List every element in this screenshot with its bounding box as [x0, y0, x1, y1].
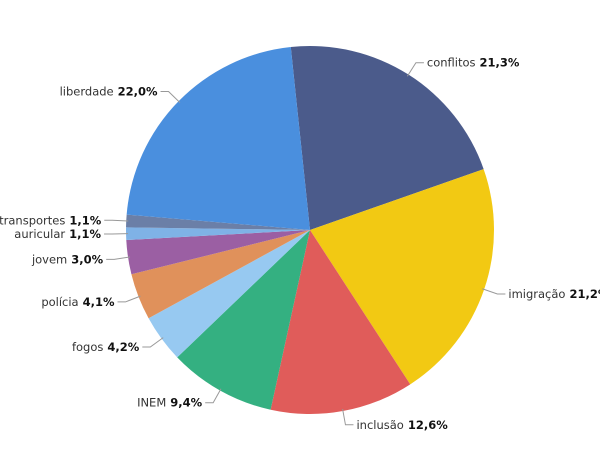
value-label: 9,4%	[170, 395, 202, 409]
leader-line	[106, 256, 131, 260]
slice-label: fogos 4,2%	[72, 340, 140, 354]
value-label: 4,1%	[83, 294, 115, 308]
slice-label: transportes 1,1%	[0, 213, 102, 227]
value-label: 12,6%	[408, 417, 448, 431]
value-label: 1,1%	[69, 213, 101, 227]
pie-slice	[126, 230, 310, 275]
value-label: 21,3%	[480, 55, 520, 69]
category-label: INEM	[137, 395, 166, 409]
pie-slice	[177, 230, 310, 410]
category-label: jovem	[31, 252, 67, 266]
category-label: auricular	[14, 226, 65, 240]
value-label: 1,1%	[69, 226, 101, 240]
leader-line	[142, 337, 164, 348]
slice-label: conflitos 21,3%	[427, 55, 520, 69]
slice-label: jovem 3,0%	[31, 252, 104, 266]
category-label: conflitos	[427, 55, 476, 69]
category-label: fogos	[72, 340, 103, 354]
category-label: transportes	[0, 213, 65, 227]
leader-line	[160, 90, 181, 104]
pie-slice	[131, 230, 310, 319]
leader-line	[117, 295, 141, 303]
pie-slice	[270, 230, 411, 414]
value-label: 21,2%	[569, 286, 600, 300]
slice-label: polícia 4,1%	[41, 294, 115, 308]
category-label: inclusão	[356, 417, 403, 431]
leader-line	[406, 62, 424, 77]
slice-label: imigração 21,2%	[508, 286, 600, 300]
value-label: 3,0%	[71, 252, 103, 266]
pie-slice	[290, 46, 484, 231]
value-label: 22,0%	[118, 84, 158, 98]
leader-line	[104, 219, 129, 222]
leader-line	[342, 408, 354, 426]
category-label: liberdade	[60, 84, 114, 98]
slice-label: auricular 1,1%	[14, 226, 101, 240]
pie-slice	[126, 227, 310, 241]
leader-line	[205, 388, 222, 404]
leader-line	[482, 288, 506, 295]
pie-slice	[310, 169, 494, 385]
slice-label: liberdade 22,0%	[60, 84, 158, 98]
slice-label: inclusão 12,6%	[356, 417, 448, 431]
pie-slice	[126, 214, 310, 230]
slice-label: INEM 9,4%	[137, 395, 203, 409]
pie-slice	[148, 230, 310, 358]
pie-slice	[126, 47, 310, 231]
value-label: 4,2%	[107, 340, 139, 354]
category-label: polícia	[41, 294, 78, 308]
category-label: imigração	[508, 286, 565, 300]
